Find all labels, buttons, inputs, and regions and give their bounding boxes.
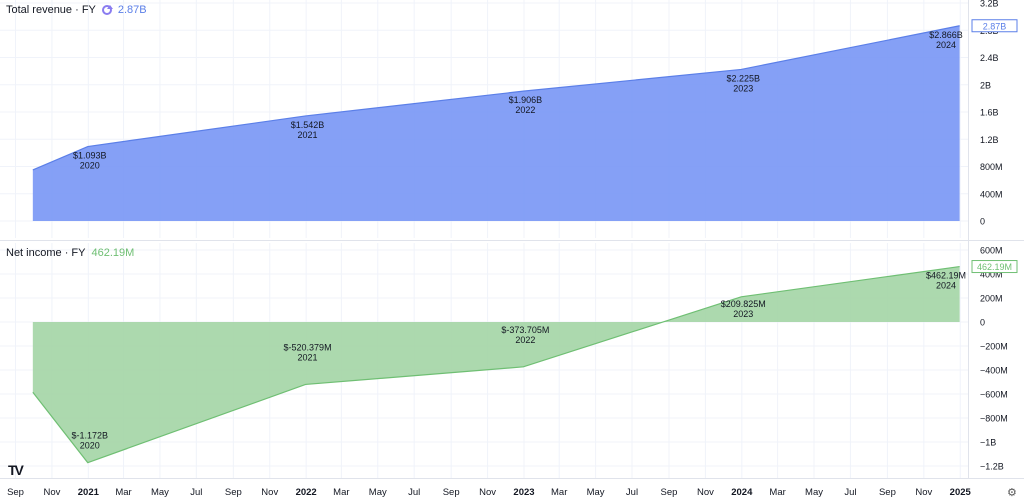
data-label-year: 2024 xyxy=(936,281,956,291)
x-tick-label: Sep xyxy=(443,487,460,498)
y-tick-label: 200M xyxy=(980,294,1003,304)
y-tick-label: −400M xyxy=(980,366,1008,376)
x-tick-label: 2025 xyxy=(950,487,972,498)
current-value-badge xyxy=(971,19,1018,33)
data-label: $1.906B xyxy=(509,95,543,105)
x-tick-label: Sep xyxy=(879,487,896,498)
current-value-badge-label: 2.87B xyxy=(983,21,1007,31)
revenue-line xyxy=(32,25,960,171)
y-tick-label: 600M xyxy=(980,246,1003,256)
x-tick-label: Mar xyxy=(333,487,349,498)
data-label: $2.225B xyxy=(726,73,760,83)
x-tick-label: Jul xyxy=(408,487,420,498)
x-tick-label: 2021 xyxy=(78,487,100,498)
x-tick-label: May xyxy=(369,487,387,498)
data-label: $209.825M xyxy=(721,299,766,309)
x-tick-label: Nov xyxy=(261,487,278,498)
y-tick-label: 3.2B xyxy=(980,0,999,9)
x-tick-label: Nov xyxy=(915,487,932,498)
y-tick-label: −1B xyxy=(980,438,996,448)
x-tick-label: Sep xyxy=(225,487,242,498)
revenue-pane: 3.2B2.8B2.4B2B1.6B1.2B800M400M0$1.093B20… xyxy=(0,0,1018,227)
x-tick-label: Jul xyxy=(844,487,856,498)
x-tick-label: May xyxy=(805,487,823,498)
y-tick-label: −600M xyxy=(980,390,1008,400)
x-tick-label: Nov xyxy=(43,487,60,498)
y-tick-label: −800M xyxy=(980,414,1008,424)
gear-icon[interactable]: ⚙ xyxy=(1007,487,1017,499)
data-label: $462.19M xyxy=(926,271,966,281)
data-label-year: 2023 xyxy=(733,83,753,93)
y-tick-label: −1.2B xyxy=(980,462,1004,472)
data-label: $-1.172B xyxy=(71,431,108,441)
x-tick-label: Nov xyxy=(697,487,714,498)
x-tick-label: Jul xyxy=(190,487,202,498)
y-tick-label: 2B xyxy=(980,80,991,90)
data-label-year: 2023 xyxy=(733,309,753,319)
data-label: $1.542B xyxy=(291,120,325,130)
revenue-title: Total revenue · FY xyxy=(6,4,96,16)
y-tick-label: 2.4B xyxy=(980,53,999,63)
y-tick-label: 400M xyxy=(980,189,1003,199)
data-label-year: 2020 xyxy=(80,441,100,451)
data-label-year: 2022 xyxy=(515,335,535,345)
time-axis: Sep Nov 2021 Mar May Jul Sep Nov 2022 Mar May Jul Se… xyxy=(7,487,971,498)
data-label: $2.866B xyxy=(929,30,963,40)
x-tick-label: Mar xyxy=(551,487,567,498)
data-label-year: 2020 xyxy=(80,161,100,171)
net-income-current-value: 462.19M xyxy=(91,247,135,259)
y-tick-label: 1.2B xyxy=(980,135,999,145)
x-tick-label: Jul xyxy=(626,487,638,498)
revenue-area xyxy=(32,25,960,221)
net-income-line xyxy=(32,265,960,464)
current-value-badge-label: 462.19M xyxy=(977,262,1012,272)
net-income-pane: 600M 400M 200M 0 −200M −400M −600M −800M −1B −1.2… xyxy=(0,246,1018,472)
data-label-year: 2021 xyxy=(298,130,318,140)
revenue-current-value: 2.87B xyxy=(117,4,147,16)
y-tick-label: 800M xyxy=(980,162,1003,172)
revenue-pane-title: Total revenue · FY 2.87B xyxy=(6,4,147,16)
y-tick-label: 1.6B xyxy=(980,108,999,118)
data-label: $-520.379M xyxy=(284,342,332,352)
x-tick-label: Nov xyxy=(479,487,496,498)
net-income-area xyxy=(32,266,960,463)
x-tick-label: Sep xyxy=(7,487,24,498)
net-income-title: Net income · FY xyxy=(6,247,86,259)
x-tick-label: Mar xyxy=(115,487,131,498)
y-tick-label: −200M xyxy=(980,342,1008,352)
x-tick-label: May xyxy=(587,487,605,498)
x-tick-label: 2023 xyxy=(513,487,534,498)
data-label: $-373.705M xyxy=(501,325,549,335)
data-label: $1.093B xyxy=(73,151,107,161)
data-label-year: 2021 xyxy=(298,352,318,362)
x-tick-label: Sep xyxy=(661,487,678,498)
y-tick-label: 0 xyxy=(980,318,985,328)
current-value-badge xyxy=(971,260,1018,274)
x-tick-label: Mar xyxy=(769,487,785,498)
tradingview-logo-icon[interactable]: TV xyxy=(8,462,24,478)
refresh-icon[interactable] xyxy=(101,5,113,15)
x-tick-label: 2024 xyxy=(731,487,753,498)
y-tick-label: 0 xyxy=(980,217,985,227)
x-tick-label: May xyxy=(151,487,169,498)
data-label-year: 2022 xyxy=(515,105,535,115)
y-tick-label: 400M xyxy=(980,270,1003,280)
net-income-pane-title: Net income · FY 462.19M xyxy=(6,247,134,259)
x-tick-label: 2022 xyxy=(296,487,317,498)
data-label-year: 2024 xyxy=(936,40,956,50)
